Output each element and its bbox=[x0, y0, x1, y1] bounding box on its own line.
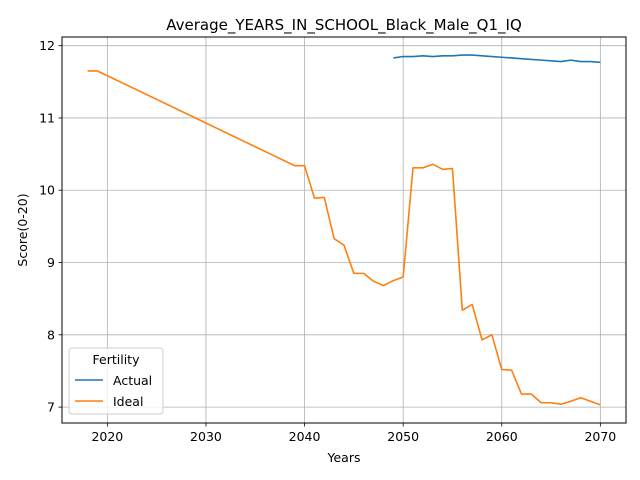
legend: Fertility Actual Ideal bbox=[68, 347, 164, 415]
x-tick-label: 2060 bbox=[486, 429, 518, 444]
x-tick-label: 2030 bbox=[190, 429, 222, 444]
y-tick-label: 8 bbox=[47, 327, 55, 342]
x-tick-label: 2020 bbox=[91, 429, 123, 444]
x-tick-label: 2070 bbox=[584, 429, 616, 444]
y-tick-label: 12 bbox=[39, 38, 55, 53]
y-tick-label: 10 bbox=[39, 183, 55, 198]
y-axis-label: Score(0-20) bbox=[15, 193, 30, 266]
y-tick-label: 7 bbox=[47, 400, 55, 415]
legend-label-ideal: Ideal bbox=[113, 394, 143, 409]
series-line-actual bbox=[393, 54, 601, 64]
y-tick-label: 11 bbox=[39, 110, 55, 125]
grid bbox=[62, 37, 626, 423]
series-line-ideal bbox=[87, 70, 601, 406]
x-tick-label: 2050 bbox=[387, 429, 419, 444]
axis-ticks: 2020 2030 2040 2050 2060 2070 7 8 9 10 11 12 bbox=[39, 38, 616, 444]
legend-title: Fertility bbox=[93, 352, 141, 367]
legend-label-actual: Actual bbox=[113, 373, 152, 388]
x-tick-label: 2040 bbox=[289, 429, 321, 444]
chart-title: Average_YEARS_IN_SCHOOL_Black_Male_Q1_IQ bbox=[166, 16, 522, 35]
x-axis-label: Years bbox=[327, 450, 361, 465]
y-tick-label: 9 bbox=[47, 255, 55, 270]
plot-frame bbox=[61, 36, 627, 424]
legend-frame bbox=[68, 347, 164, 415]
series-group bbox=[87, 54, 601, 406]
